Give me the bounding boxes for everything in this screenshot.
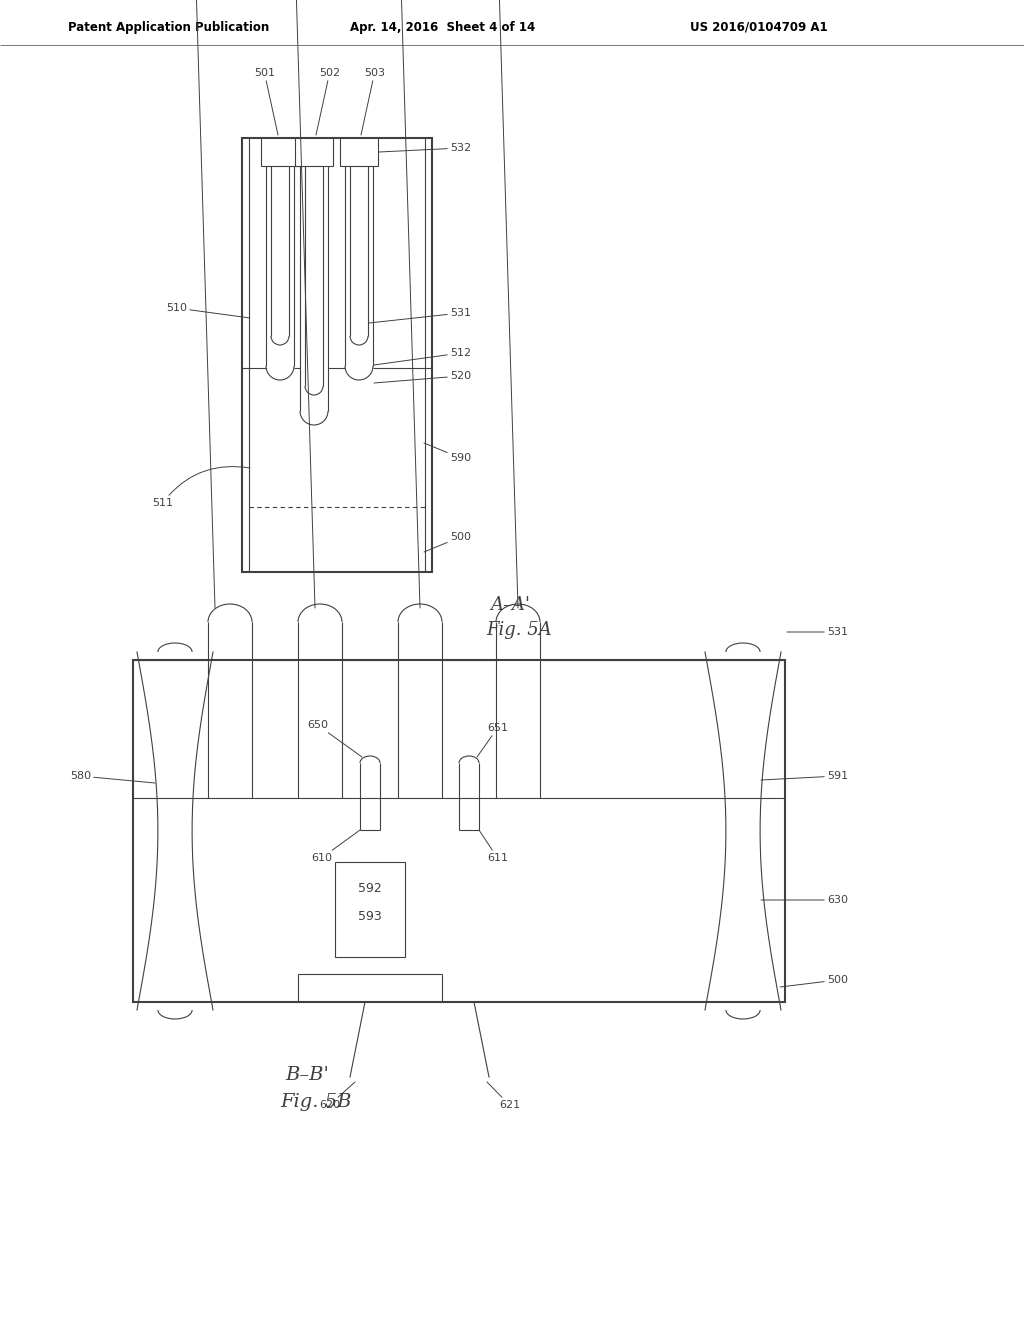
Text: 512: 512: [374, 348, 471, 366]
Text: 601: 601: [184, 0, 215, 609]
Text: 531: 531: [787, 627, 848, 638]
Text: 620: 620: [318, 1082, 355, 1110]
Text: 603: 603: [389, 0, 420, 609]
Text: 651: 651: [477, 723, 508, 756]
Text: 501: 501: [254, 69, 278, 135]
Text: 500: 500: [424, 532, 471, 552]
Text: 510: 510: [166, 304, 250, 318]
Text: 591: 591: [761, 771, 848, 781]
Text: 502: 502: [316, 69, 340, 135]
Text: 610: 610: [311, 830, 360, 863]
Bar: [242, 139, 432, 572]
Text: 630: 630: [761, 895, 848, 906]
Bar: [340, 139, 378, 166]
Text: 590: 590: [424, 444, 471, 463]
Text: 602: 602: [284, 0, 315, 609]
Text: 604: 604: [486, 0, 518, 609]
Text: Fig. 5A: Fig. 5A: [486, 620, 552, 639]
Text: Patent Application Publication: Patent Application Publication: [68, 21, 269, 33]
Bar: [335, 862, 406, 957]
Text: 500: 500: [780, 975, 848, 987]
Text: 621: 621: [487, 1082, 520, 1110]
Text: 593: 593: [358, 911, 382, 924]
Text: 580: 580: [70, 771, 155, 783]
Text: 511: 511: [152, 466, 250, 508]
Text: US 2016/0104709 A1: US 2016/0104709 A1: [690, 21, 827, 33]
Bar: [261, 139, 299, 166]
Text: 520: 520: [374, 371, 471, 383]
Text: B–B': B–B': [285, 1067, 329, 1084]
Text: Fig. 5B: Fig. 5B: [280, 1093, 351, 1111]
Text: 650: 650: [307, 719, 362, 756]
Text: 503: 503: [361, 69, 385, 135]
Text: 531: 531: [369, 308, 471, 323]
Bar: [133, 660, 785, 1002]
Text: 611: 611: [479, 830, 508, 863]
Text: 592: 592: [358, 883, 382, 895]
Text: Apr. 14, 2016  Sheet 4 of 14: Apr. 14, 2016 Sheet 4 of 14: [350, 21, 536, 33]
Text: 532: 532: [379, 143, 471, 153]
Text: A–A': A–A': [490, 597, 530, 614]
Bar: [295, 139, 333, 166]
